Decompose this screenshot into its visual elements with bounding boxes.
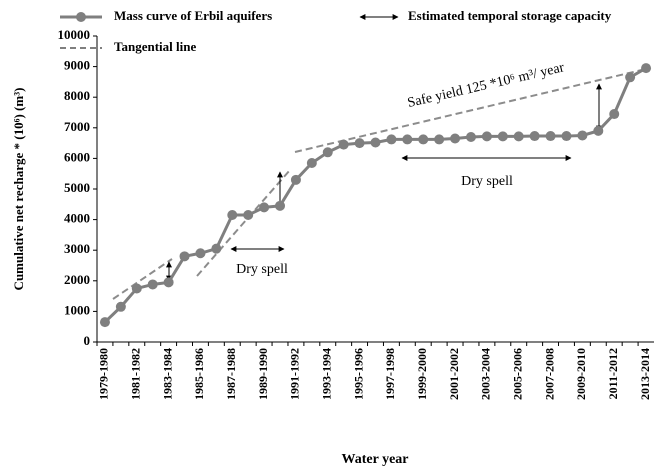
y-tick-label: 5000	[64, 180, 90, 195]
data-point	[290, 174, 301, 185]
x-tick-label: 1997-1998	[383, 348, 397, 400]
data-point	[370, 137, 381, 148]
data-point	[402, 134, 413, 145]
annotation: Safe yield 125 *10⁶ m³/ year	[406, 60, 566, 111]
data-point	[529, 131, 540, 142]
data-point	[513, 131, 524, 142]
y-tick-label: 4000	[64, 211, 90, 226]
x-tick-label: 1981-1982	[129, 348, 143, 400]
data-point	[577, 130, 588, 141]
y-axis-title: Cumulative net recharge * (10⁶) (m³)	[11, 88, 26, 291]
y-tick-label: 1000	[64, 302, 90, 317]
data-point	[275, 200, 286, 211]
y-tick-label: 8000	[64, 88, 90, 103]
x-axis-title: Water year	[342, 452, 409, 467]
y-tick-label: 7000	[64, 119, 90, 134]
annotation: Dry spell	[461, 174, 513, 189]
data-point	[450, 133, 461, 144]
x-tick-label: 1985-1986	[192, 348, 206, 400]
x-tick-label: 2009-2010	[574, 348, 588, 400]
y-tick-label: 2000	[64, 272, 90, 287]
x-tick-label: 1991-1992	[288, 348, 302, 400]
y-tick-label: 0	[84, 333, 91, 348]
x-tick-label: 2001-2002	[447, 348, 461, 400]
data-point	[418, 134, 429, 145]
data-point	[211, 243, 222, 254]
data-point	[465, 131, 476, 142]
tangent-line	[196, 169, 291, 277]
legend-label: Estimated temporal storage capacity	[408, 8, 612, 23]
data-point	[322, 147, 333, 158]
data-point	[179, 251, 190, 262]
x-tick-label: 2013-2014	[638, 348, 652, 400]
legend-label: Tangential line	[114, 39, 196, 54]
data-point	[163, 277, 174, 288]
data-point	[306, 157, 317, 168]
data-point	[481, 131, 492, 142]
x-tick-label: 1983-1984	[160, 348, 174, 400]
data-point	[497, 131, 508, 142]
x-tick-label: 2007-2008	[542, 348, 556, 400]
x-tick-label: 1993-1994	[320, 348, 334, 400]
data-point	[147, 279, 158, 290]
x-tick-label: 1979-1980	[97, 348, 111, 400]
x-tick-label: 1999-2000	[415, 348, 429, 400]
data-point	[131, 283, 142, 294]
x-tick-label: 2005-2006	[510, 348, 524, 400]
legend-label: Mass curve of Erbil aquifers	[114, 8, 272, 23]
legend-marker	[76, 12, 86, 22]
data-point	[641, 63, 652, 74]
x-tick-label: 2011-2012	[606, 348, 620, 399]
data-point	[561, 131, 572, 142]
data-point	[338, 139, 349, 150]
y-tick-label: 10000	[58, 27, 91, 42]
y-tick-label: 9000	[64, 58, 90, 73]
y-tick-label: 6000	[64, 149, 90, 164]
data-point	[243, 210, 254, 221]
y-tick-label: 3000	[64, 241, 90, 256]
data-point	[593, 125, 604, 136]
x-tick-label: 1995-1996	[351, 348, 365, 400]
tangent-line	[112, 258, 173, 300]
data-point	[259, 202, 270, 213]
data-point	[227, 210, 238, 221]
data-point	[354, 138, 365, 149]
data-point	[195, 248, 206, 259]
tangent-line	[294, 68, 647, 153]
series-line	[103, 66, 647, 324]
data-point	[386, 134, 397, 145]
x-tick-label: 2003-2004	[479, 348, 493, 400]
data-point	[545, 131, 556, 142]
data-point	[434, 134, 445, 145]
annotation: Dry spell	[236, 262, 288, 277]
x-tick-label: 1987-1988	[224, 348, 238, 400]
data-point	[625, 72, 636, 83]
x-tick-label: 1989-1990	[256, 348, 270, 400]
data-point	[99, 317, 110, 328]
data-point	[115, 301, 126, 312]
data-point	[609, 109, 620, 120]
